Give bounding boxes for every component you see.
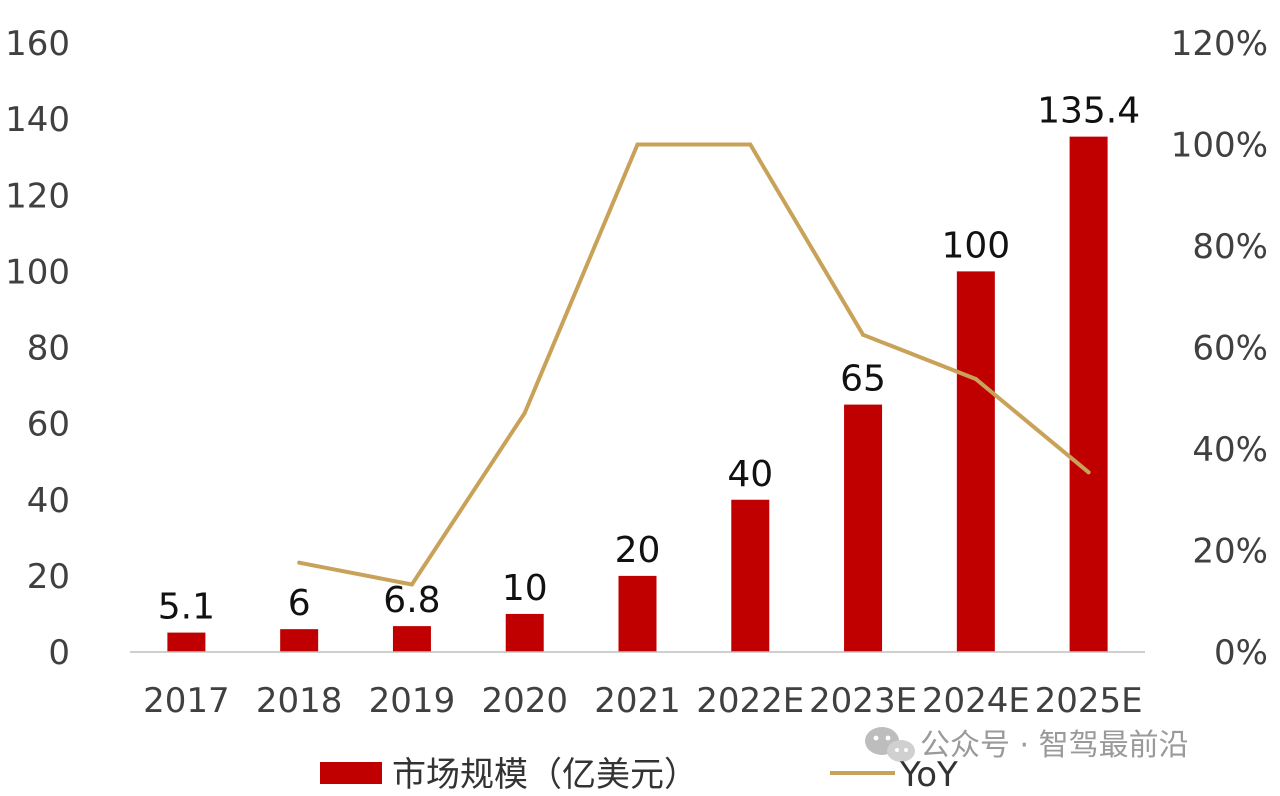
watermark: 公众号 · 智驾最前沿 [865,727,1189,763]
data-labels-layer: 5.1 6 6.8 10 20 40 65 100 135.4 [158,91,1140,628]
bar [392,626,431,652]
yoy-point [748,142,753,147]
bar-data-label: 6.8 [383,580,440,621]
y-right-tick-label: 80% [1192,227,1268,267]
y-right-tick-label: 40% [1192,430,1268,470]
bars-layer [167,136,1108,653]
y-right-tick-label: 100% [1171,126,1268,166]
x-tick-label: 2021 [594,681,681,721]
legend-label-market-size: 市场规模（亿美元） [392,755,698,795]
x-tick-label: 2018 [256,681,343,721]
yoy-point [522,410,527,415]
yoy-point [297,560,302,565]
bar-data-label: 100 [941,225,1010,266]
y-left-tick-label: 100 [5,252,70,292]
y-right-tick-label: 120% [1171,24,1268,64]
bar-data-label: 65 [840,359,886,400]
wechat-icon [865,727,915,762]
y-left-tick-label: 160 [5,24,70,64]
bar-data-label: 20 [615,530,661,571]
legend: 市场规模（亿美元） YoY [320,755,958,795]
x-tick-label: 2017 [143,681,230,721]
y-left-tick-label: 0 [48,633,70,673]
bar-data-label: 135.4 [1037,91,1140,132]
bar [280,629,319,652]
y-left-tick-label: 20 [27,557,70,597]
bar [1069,136,1108,653]
bar-data-label: 6 [288,583,311,624]
bar [167,632,206,652]
watermark-text: 公众号 · 智驾最前沿 [920,728,1189,763]
y-right-tick-label: 20% [1192,532,1268,572]
x-tick-label: 2019 [369,681,456,721]
yoy-line-layer [297,142,1091,587]
x-tick-label: 2025E [1035,681,1143,721]
axes-layer: 0 20 40 60 80 100 120 140 160 0% 20% 40% 60% 80% 100% 1… [5,24,1268,721]
legend-swatch-market-size [320,762,382,784]
y-right-tick-label: 60% [1192,329,1268,369]
legend-label-yoy: YoY [899,755,958,795]
bar [956,271,995,652]
yoy-point [1086,470,1091,475]
y-left-tick-label: 40 [27,481,70,521]
y-left-tick-label: 80 [27,329,70,369]
y-left-tick-label: 120 [5,176,70,216]
bar [505,613,544,652]
yoy-point [635,142,640,147]
x-tick-label: 2022E [696,681,804,721]
bar-data-label: 5.1 [158,587,215,628]
x-tick-label: 2020 [481,681,568,721]
bar [731,499,770,652]
bar-data-label: 10 [502,568,548,609]
yoy-point [409,582,414,587]
x-tick-label: 2024E [922,681,1030,721]
bar-data-label: 40 [727,454,773,495]
yoy-point [973,376,978,381]
bar [618,575,657,652]
y-left-tick-label: 60 [27,405,70,445]
x-tick-label: 2023E [809,681,917,721]
y-left-tick-label: 140 [5,100,70,140]
yoy-point [861,332,866,337]
bar [844,404,883,652]
yoy-line [298,142,1090,587]
y-right-tick-label: 0% [1214,633,1268,673]
